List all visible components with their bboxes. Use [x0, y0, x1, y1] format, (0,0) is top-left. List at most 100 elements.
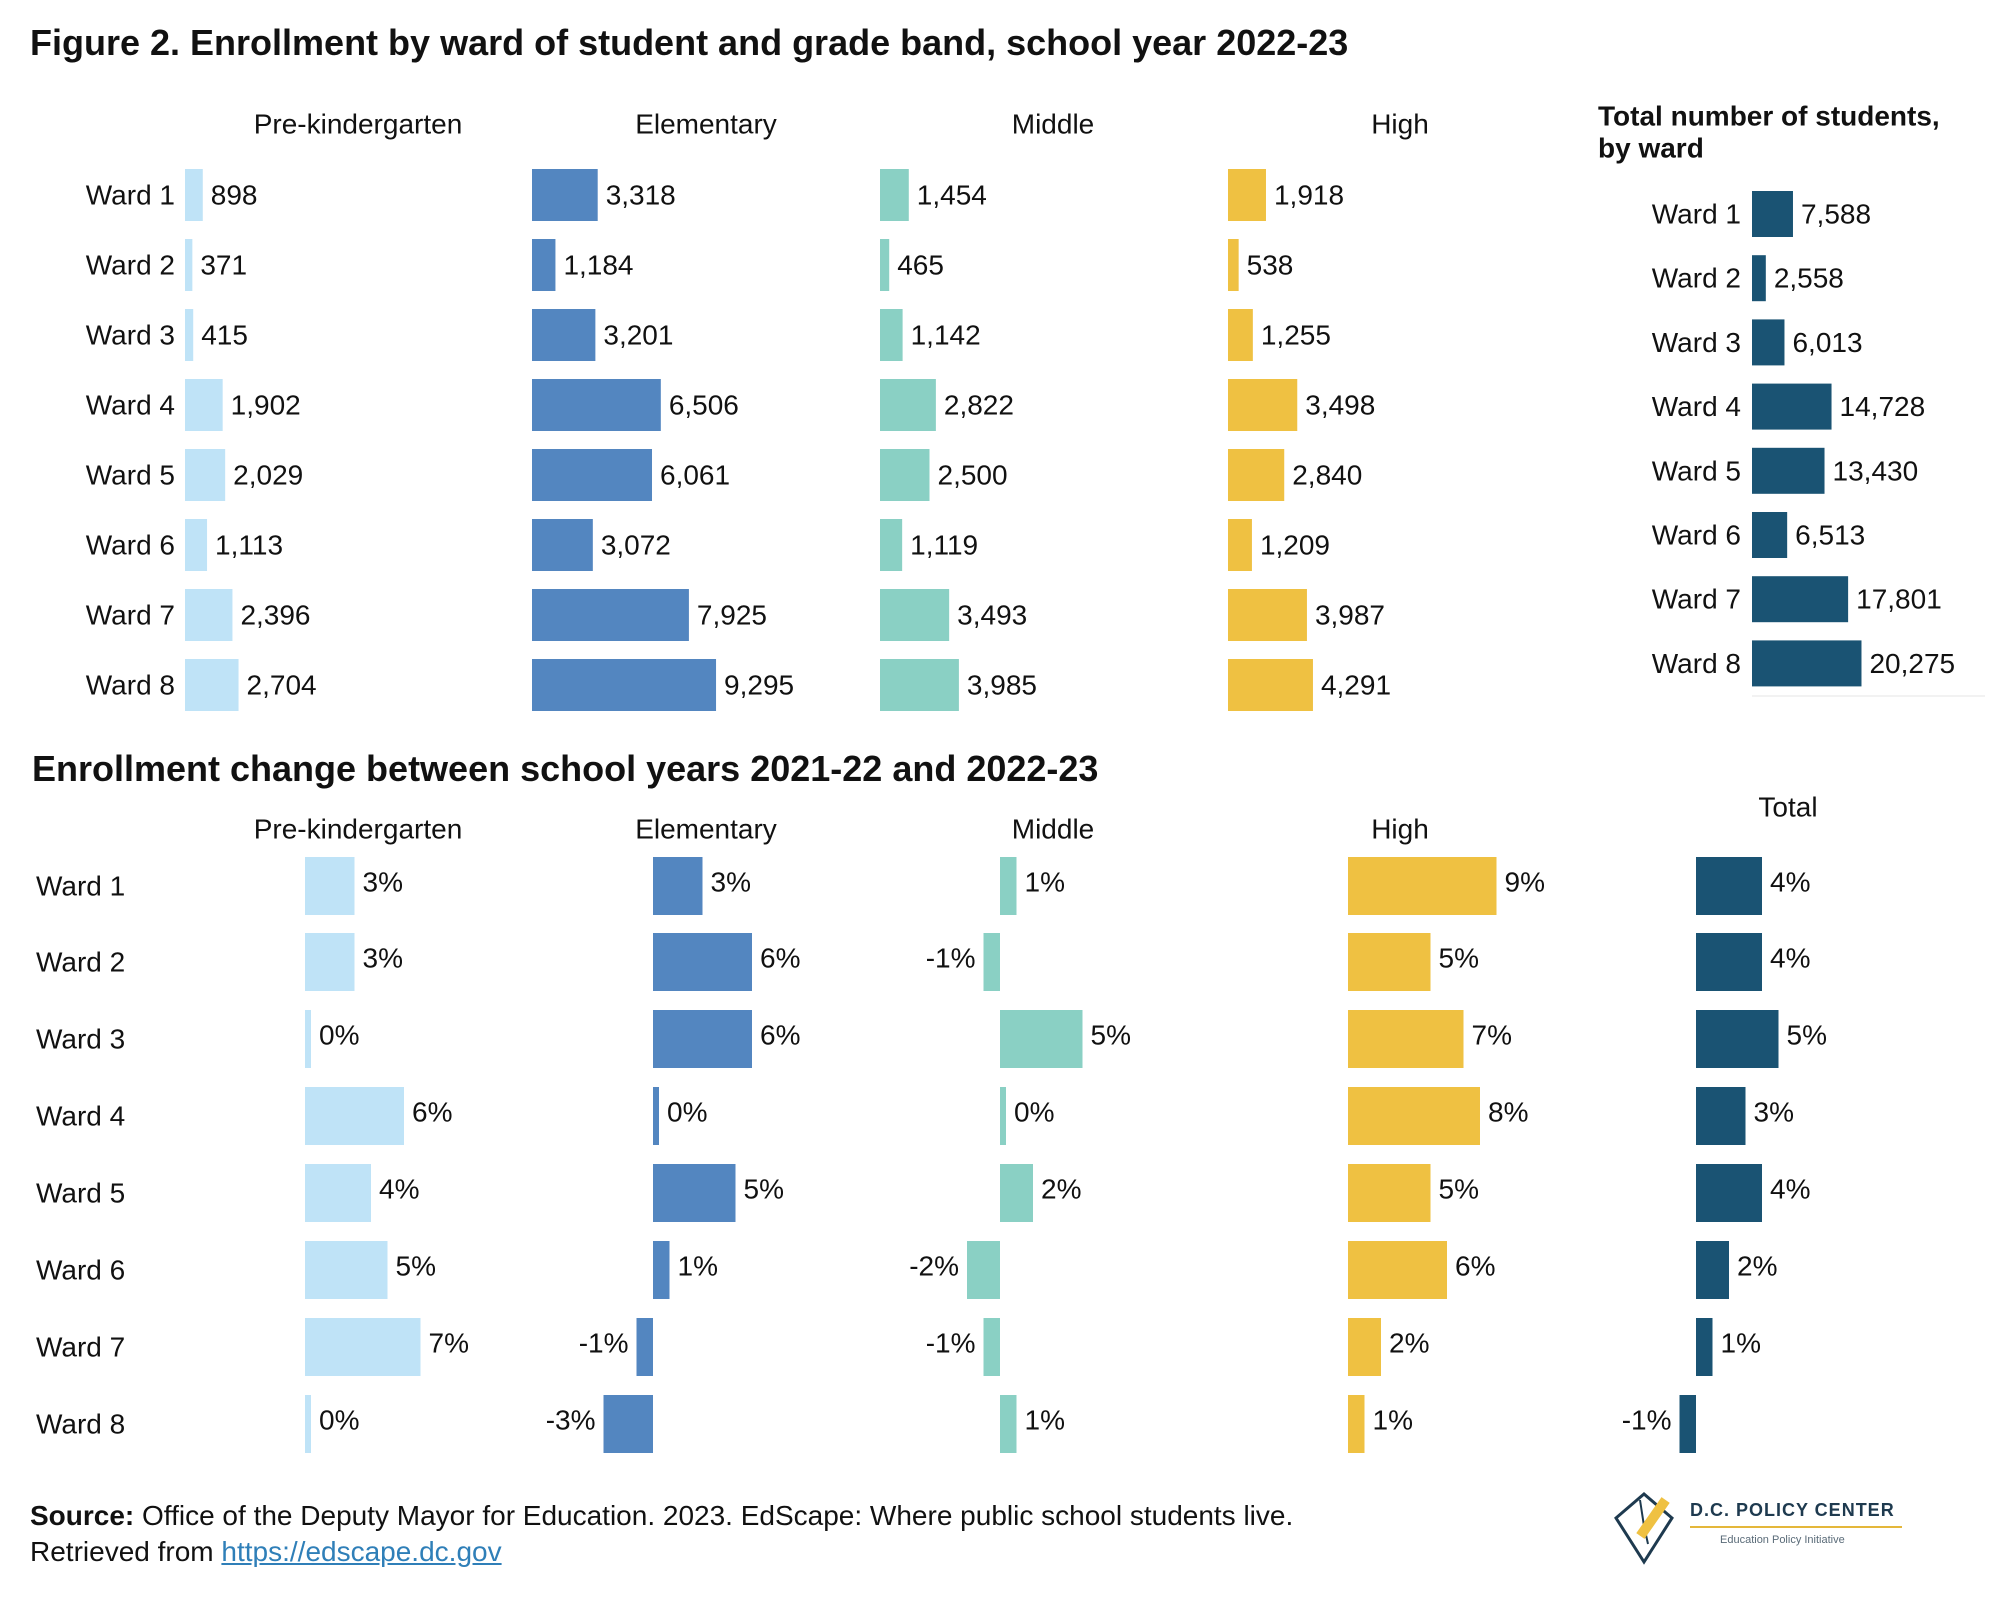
change-ward-label-1: Ward 1 [36, 871, 125, 902]
top-bar-middle-ward-8 [880, 659, 959, 711]
change-ward-label-6: Ward 6 [36, 1255, 125, 1286]
change-value-middle-ward-6: -2% [909, 1251, 959, 1282]
change-bar-elementary-ward-7 [636, 1318, 653, 1376]
change-value-high-ward-1: 9% [1505, 867, 1545, 898]
change-value-elementary-ward-2: 6% [760, 943, 800, 974]
total-ward-label-8: Ward 8 [1652, 648, 1741, 679]
source-note: Source: Office of the Deputy Mayor for E… [30, 1498, 1293, 1570]
total-ward-label-6: Ward 6 [1652, 520, 1741, 551]
change-value-high-ward-4: 8% [1488, 1097, 1528, 1128]
top-value-high-ward-2: 538 [1247, 250, 1294, 281]
top-value-high-ward-1: 1,918 [1274, 180, 1344, 211]
change-value-high-ward-7: 2% [1389, 1328, 1429, 1359]
total-bar-ward-7 [1752, 576, 1849, 623]
change-value-total-ward-3: 5% [1787, 1020, 1827, 1051]
change-value-elementary-ward-5: 5% [744, 1174, 784, 1205]
top-value-high-ward-4: 3,498 [1305, 390, 1375, 421]
change-bar-total-ward-1 [1696, 857, 1762, 915]
change-ward-label-4: Ward 4 [36, 1101, 125, 1132]
top-bar-pre-kindergarten-ward-3 [185, 309, 194, 361]
top-bar-high-ward-1 [1228, 169, 1266, 221]
change-bar-total-ward-7 [1696, 1318, 1713, 1376]
top-value-elementary-ward-5: 6,061 [660, 460, 730, 491]
change-bar-high-ward-4 [1348, 1087, 1480, 1145]
total-value-ward-4: 14,728 [1840, 391, 1926, 422]
top-value-elementary-ward-8: 9,295 [724, 670, 794, 701]
top-bar-high-ward-8 [1228, 659, 1313, 711]
top-bar-elementary-ward-2 [532, 239, 556, 291]
top-bar-pre-kindergarten-ward-1 [185, 169, 203, 221]
total-bar-ward-6 [1752, 512, 1788, 558]
top-value-elementary-ward-2: 1,184 [563, 250, 633, 281]
change-header-total: Total [1758, 792, 1817, 823]
charts-svg: Ward 1 Ward 2 Ward 3 Ward 4 Ward 5 Ward 6 Ward… [36, 101, 1985, 1453]
change-value-middle-ward-2: -1% [926, 943, 976, 974]
change-bar-high-ward-3 [1348, 1010, 1464, 1068]
top-bar-elementary-ward-4 [532, 379, 661, 431]
total-ward-label-3: Ward 3 [1652, 327, 1741, 358]
total-value-ward-5: 13,430 [1833, 455, 1919, 486]
change-bar-total-ward-8 [1679, 1395, 1696, 1453]
top-value-middle-ward-3: 1,142 [911, 320, 981, 351]
change-bar-elementary-ward-4 [653, 1087, 659, 1145]
change-bar-high-ward-7 [1348, 1318, 1381, 1376]
total-bar-ward-1 [1752, 191, 1793, 237]
logo-subtitle: Education Policy Initiative [1720, 1534, 1845, 1546]
change-value-pre-kindergarten-ward-2: 3% [363, 943, 403, 974]
top-bar-high-ward-2 [1228, 239, 1239, 291]
top-ward-label-6: Ward 6 [86, 530, 175, 561]
top-value-elementary-ward-1: 3,318 [606, 180, 676, 211]
total-value-ward-7: 17,801 [1856, 584, 1942, 615]
source-retrieved: Retrieved from [30, 1536, 214, 1567]
change-bar-high-ward-6 [1348, 1241, 1447, 1299]
change-value-middle-ward-5: 2% [1041, 1174, 1081, 1205]
logo-name: D.C. POLICY CENTER [1690, 1500, 1895, 1520]
change-value-total-ward-4: 3% [1754, 1097, 1794, 1128]
change-value-elementary-ward-6: 1% [678, 1251, 718, 1282]
total-ward-label-2: Ward 2 [1652, 263, 1741, 294]
total-bar-ward-5 [1752, 447, 1825, 494]
top-header-elementary: Elementary [635, 109, 777, 140]
top-value-high-ward-8: 4,291 [1321, 670, 1391, 701]
change-value-high-ward-3: 7% [1472, 1020, 1512, 1051]
change-value-elementary-ward-8: -3% [546, 1405, 596, 1436]
change-ward-label-5: Ward 5 [36, 1178, 125, 1209]
total-value-ward-6: 6,513 [1795, 520, 1865, 551]
top-value-middle-ward-5: 2,500 [938, 460, 1008, 491]
change-bar-middle-ward-1 [1000, 857, 1017, 915]
top-value-middle-ward-7: 3,493 [957, 600, 1027, 631]
source-link[interactable]: https://edscape.dc.gov [221, 1536, 502, 1567]
change-value-middle-ward-3: 5% [1091, 1020, 1131, 1051]
top-value-elementary-ward-7: 7,925 [697, 600, 767, 631]
change-bar-middle-ward-2 [983, 933, 1000, 991]
top-ward-label-7: Ward 7 [86, 600, 175, 631]
top-bar-pre-kindergarten-ward-5 [185, 449, 226, 501]
top-header-high: High [1371, 109, 1429, 140]
total-ward-label-4: Ward 4 [1652, 391, 1741, 422]
top-value-high-ward-7: 3,987 [1315, 600, 1385, 631]
top-value-high-ward-5: 2,840 [1292, 460, 1362, 491]
top-value-pre-kindergarten-ward-4: 1,902 [231, 390, 301, 421]
top-value-middle-ward-4: 2,822 [944, 390, 1014, 421]
change-value-pre-kindergarten-ward-7: 7% [429, 1328, 469, 1359]
change-ward-label-8: Ward 8 [36, 1409, 125, 1440]
top-bar-pre-kindergarten-ward-4 [185, 379, 223, 431]
total-ward-label-7: Ward 7 [1652, 584, 1741, 615]
total-value-ward-2: 2,558 [1774, 263, 1844, 294]
change-bar-elementary-ward-3 [653, 1010, 752, 1068]
dc-map-pen-icon [1614, 1492, 1674, 1565]
top-value-pre-kindergarten-ward-5: 2,029 [233, 460, 303, 491]
change-value-pre-kindergarten-ward-4: 6% [412, 1097, 452, 1128]
change-title: Enrollment change between school years 2… [32, 748, 1099, 789]
source-text: Office of the Deputy Mayor for Education… [142, 1500, 1294, 1531]
change-bar-pre-kindergarten-ward-2 [305, 933, 355, 991]
change-value-elementary-ward-4: 0% [667, 1097, 707, 1128]
top-value-middle-ward-6: 1,119 [910, 530, 978, 561]
total-value-ward-8: 20,275 [1869, 648, 1955, 679]
top-value-high-ward-3: 1,255 [1261, 320, 1331, 351]
change-bar-middle-ward-3 [1000, 1010, 1083, 1068]
top-bar-middle-ward-5 [880, 449, 930, 501]
top-ward-label-1: Ward 1 [86, 180, 175, 211]
total-bar-ward-2 [1752, 255, 1766, 302]
total-ward-label-5: Ward 5 [1652, 455, 1741, 486]
